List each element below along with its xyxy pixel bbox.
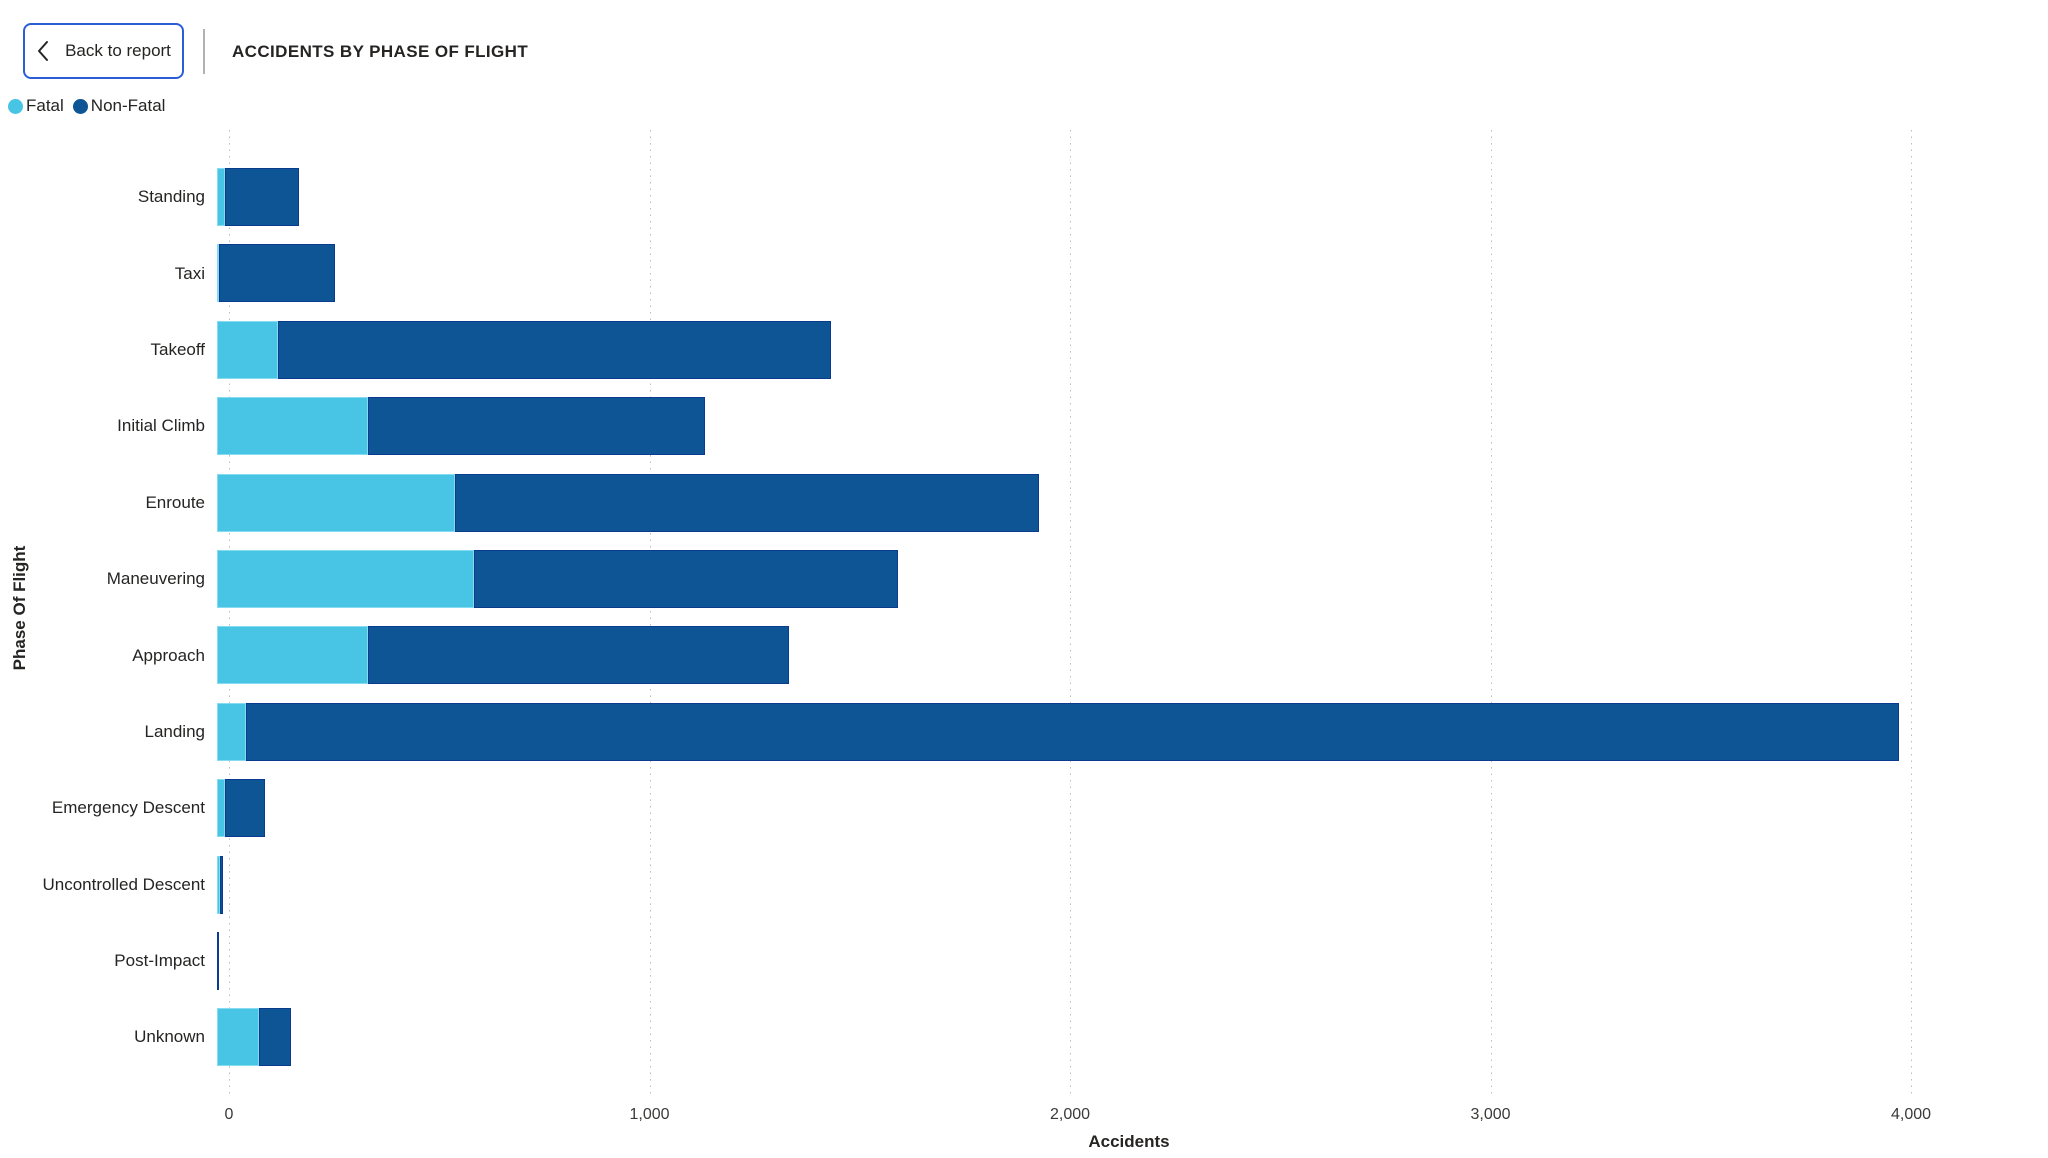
bar-segment-non-fatal-approach[interactable]	[368, 626, 789, 685]
bar-segment-fatal-maneuvering[interactable]	[217, 549, 474, 608]
bar-segment-non-fatal-takeoff[interactable]	[277, 320, 831, 379]
bar-area	[217, 388, 2048, 464]
bar-segment-fatal-unknown[interactable]	[217, 1008, 260, 1067]
category-label: Post-Impact	[114, 951, 205, 971]
bar-segment-fatal-landing[interactable]	[217, 702, 247, 761]
bar-segment-fatal-standing[interactable]	[217, 168, 226, 226]
x-tick-label-1000: 1,000	[629, 1106, 670, 1123]
bar-segment-fatal-initial-climb[interactable]	[217, 397, 369, 456]
x-axis-title: Accidents	[1088, 1132, 1170, 1151]
bar-segment-non-fatal-landing[interactable]	[246, 702, 1899, 761]
bar-row: Standing	[0, 159, 2048, 235]
category-label: Initial Climb	[117, 416, 205, 436]
category-label: Takeoff	[150, 339, 205, 359]
fatal-legend-dot-icon	[8, 98, 23, 114]
non-fatal-legend-dot-icon	[72, 98, 88, 114]
bar-row: Landing	[0, 694, 2048, 770]
bar-area	[217, 617, 2048, 693]
category-label: Standing	[137, 187, 205, 207]
bar-area	[217, 465, 2048, 541]
bar-row: Post-Impact	[0, 923, 2048, 999]
bar-row: Maneuvering	[0, 541, 2048, 617]
legend-item-non-fatal[interactable]: Non-Fatal	[72, 96, 166, 116]
category-label: Uncontrolled Descent	[42, 874, 205, 894]
bar-row: Approach	[0, 617, 2048, 693]
bar-area	[217, 541, 2048, 617]
bar-area	[217, 694, 2048, 770]
category-label: Approach	[132, 645, 205, 665]
bar-segment-non-fatal-uncontrolled-descent[interactable]	[220, 855, 223, 914]
bar-segment-fatal-enroute[interactable]	[217, 473, 455, 532]
bar-segment-fatal-uncontrolled-descent[interactable]	[217, 855, 221, 914]
bar-area	[217, 770, 2048, 846]
bar-rows: Standing Taxi Takeoff Initial Climb Enroute M…	[0, 159, 2048, 1076]
bar-row: Emergency Descent	[0, 770, 2048, 846]
bar-area	[217, 999, 2048, 1075]
bar-area	[217, 847, 2048, 923]
bar-segment-fatal-approach[interactable]	[217, 626, 369, 685]
legend-label-non-fatal: Non-Fatal	[90, 96, 166, 115]
back-button-label: Back to report	[65, 41, 171, 60]
bar-area	[217, 235, 2048, 311]
page-title: ACCIDENTS BY PHASE OF FLIGHT	[232, 42, 529, 61]
x-tick-label-2000: 2,000	[1049, 1106, 1091, 1123]
bar-segment-non-fatal-post-impact[interactable]	[217, 931, 220, 990]
bar-area	[217, 159, 2048, 235]
category-label: Emergency Descent	[51, 798, 205, 818]
bar-row: Initial Climb	[0, 388, 2048, 464]
bar-area	[217, 312, 2048, 388]
legend-label-fatal: Fatal	[26, 96, 64, 115]
bar-area	[217, 923, 2048, 999]
bar-segment-non-fatal-enroute[interactable]	[454, 473, 1040, 532]
back-chevron-icon	[36, 40, 49, 62]
bar-segment-non-fatal-unknown[interactable]	[259, 1008, 291, 1067]
header-divider	[203, 29, 205, 74]
bar-segment-non-fatal-initial-climb[interactable]	[368, 397, 705, 456]
category-label: Unknown	[134, 1027, 205, 1047]
legend-item-fatal[interactable]: Fatal	[8, 96, 64, 116]
x-tick-label-4000: 4,000	[1890, 1106, 1932, 1123]
legend: Fatal Non-Fatal	[8, 96, 165, 116]
category-label: Enroute	[145, 492, 205, 512]
x-tick-label-0: 0	[224, 1106, 234, 1123]
category-label: Maneuvering	[106, 569, 205, 589]
bar-segment-non-fatal-maneuvering[interactable]	[473, 549, 899, 608]
bar-row: Enroute	[0, 465, 2048, 541]
bar-row: Unknown	[0, 999, 2048, 1075]
bar-segment-fatal-takeoff[interactable]	[217, 320, 278, 379]
back-to-report-button[interactable]: Back to report	[23, 23, 184, 79]
bar-segment-fatal-emergency-descent[interactable]	[217, 779, 226, 838]
bar-segment-fatal-taxi[interactable]	[217, 244, 220, 303]
bar-segment-non-fatal-emergency-descent[interactable]	[225, 779, 266, 838]
category-label: Taxi	[174, 263, 205, 283]
bar-row: Takeoff	[0, 312, 2048, 388]
bar-row: Uncontrolled Descent	[0, 847, 2048, 923]
bar-segment-non-fatal-taxi[interactable]	[219, 244, 335, 303]
bar-segment-non-fatal-standing[interactable]	[225, 168, 299, 226]
bar-row: Taxi	[0, 235, 2048, 311]
x-tick-label-3000: 3,000	[1470, 1106, 1511, 1123]
x-axis-ticks: 0 1,000 2,000 3,000 4,000	[225, 1106, 2029, 1128]
category-label: Landing	[144, 721, 205, 741]
